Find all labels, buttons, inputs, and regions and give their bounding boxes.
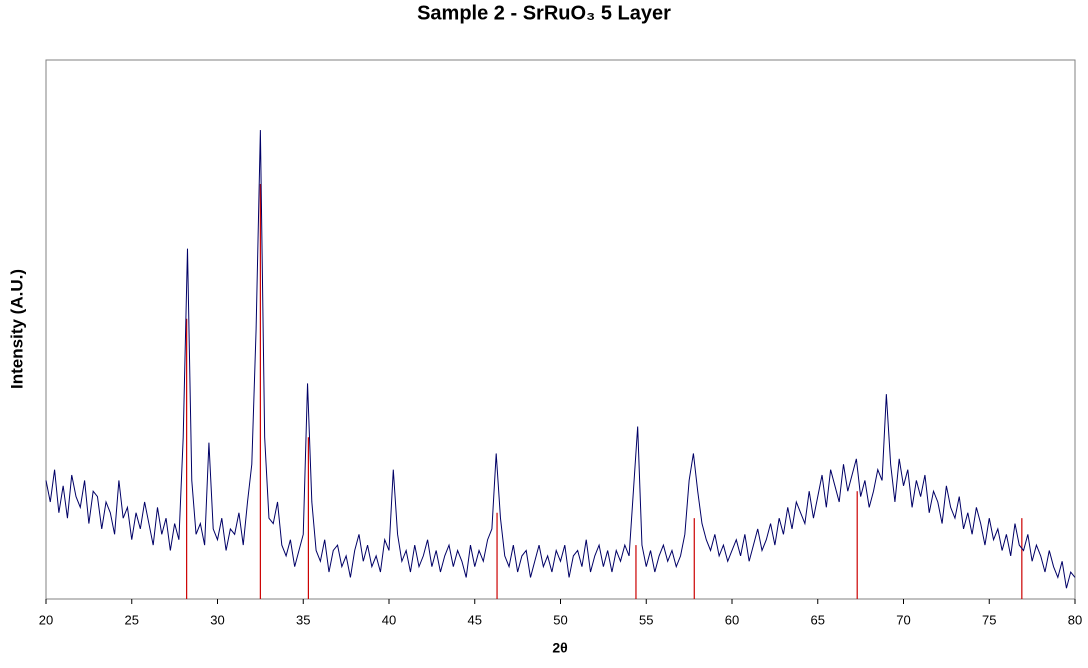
x-tick-label: 20 (39, 612, 53, 627)
x-tick-label: 50 (553, 612, 567, 627)
data-line (45, 130, 1076, 589)
x-axis-label: 2θ (552, 640, 567, 656)
x-tick-label: 35 (296, 612, 310, 627)
x-tick-label: 55 (639, 612, 653, 627)
x-tick-label: 75 (982, 612, 996, 627)
y-axis-label: Intensity (A.U.) (7, 269, 26, 389)
x-tick-label: 80 (1068, 612, 1082, 627)
chart-title: Sample 2 - SrRuO₃ 5 Layer (417, 2, 671, 24)
x-tick-label: 40 (382, 612, 396, 627)
x-tick-label: 65 (811, 612, 825, 627)
x-tick-label: 25 (125, 612, 139, 627)
x-tick-label: 45 (468, 612, 482, 627)
plot-area (45, 59, 1076, 600)
x-tick-label: 30 (210, 612, 224, 627)
x-tick-label: 60 (725, 612, 739, 627)
x-tick-label: 70 (896, 612, 910, 627)
